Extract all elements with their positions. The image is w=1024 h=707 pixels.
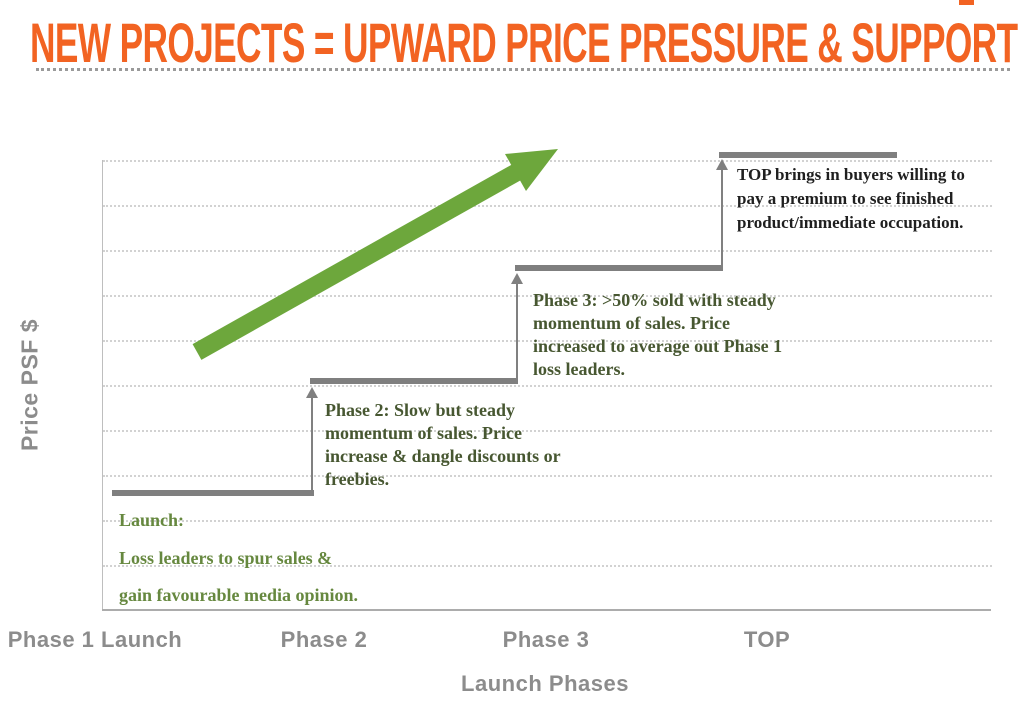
up-arrow-line [516, 282, 518, 379]
gridline [103, 205, 992, 207]
annotation-line: Phase 2: Slow but steady [325, 400, 516, 420]
annotation-line: increased to average out Phase 1 [533, 336, 783, 356]
up-arrow-line [721, 168, 723, 266]
up-arrow-icon [716, 159, 728, 170]
annotation-phase2: Phase 2: Slow but steady momentum of sal… [325, 399, 561, 491]
title-dotted-divider [36, 68, 1010, 71]
orange-corner-chip [959, 0, 974, 5]
x-axis-title: Launch Phases [461, 671, 629, 696]
annotation-line: product/immediate occupation. [737, 213, 964, 232]
annotation-line: Launch: [119, 510, 185, 530]
annotation-line: pay a premium to see finished [737, 189, 954, 208]
up-arrow-icon [511, 273, 523, 284]
x-axis-line [102, 609, 991, 611]
x-tick-phase2: Phase 2 [280, 627, 368, 652]
step-bar-phase2 [310, 378, 518, 384]
y-axis-title: Price PSF $ [16, 318, 43, 452]
gridline [103, 160, 992, 162]
up-arrow-line [311, 396, 313, 490]
x-tick-phase1-launch: Phase 1 Launch [7, 627, 183, 652]
annotation-phase3: Phase 3: >50% sold with steady momentum … [533, 289, 782, 381]
annotation-line: loss leaders. [533, 359, 625, 379]
annotation-line: gain favourable media opinion. [119, 585, 359, 605]
trend-arrow-head [505, 149, 558, 191]
gridline [103, 475, 992, 477]
annotation-line: momentum of sales. Price [325, 423, 522, 443]
annotation-line: Phase 3: >50% sold with steady [533, 290, 776, 310]
x-tick-phase3: Phase 3 [502, 627, 590, 652]
gridline [103, 250, 992, 252]
annotation-launch: Launch: Loss leaders to spur sales & gai… [119, 502, 358, 615]
gridline [103, 385, 992, 387]
annotation-line: momentum of sales. Price [533, 313, 730, 333]
annotation-line: Loss leaders to spur sales & [119, 547, 333, 568]
gridline [103, 430, 992, 432]
gridline [103, 520, 992, 522]
slide-title: NEW PROJECTS = UPWARD PRICE PRESSURE & S… [30, 11, 1018, 74]
gridline [103, 565, 992, 567]
gridline [103, 295, 992, 297]
step-bar-launch [112, 490, 314, 496]
gridline [103, 340, 992, 342]
trend-arrow-shaft [192, 164, 522, 360]
annotation-line: freebies. [325, 469, 390, 489]
annotation-line: TOP brings in buyers willing to [737, 165, 965, 184]
up-arrow-icon [306, 387, 318, 398]
step-bar-phase3 [515, 265, 723, 271]
y-axis-line [102, 160, 103, 610]
x-tick-top: TOP [743, 627, 791, 652]
annotation-line: increase & dangle discounts or [325, 446, 561, 466]
step-bar-top [719, 152, 897, 158]
annotation-top: TOP brings in buyers willing to pay a pr… [737, 163, 965, 235]
